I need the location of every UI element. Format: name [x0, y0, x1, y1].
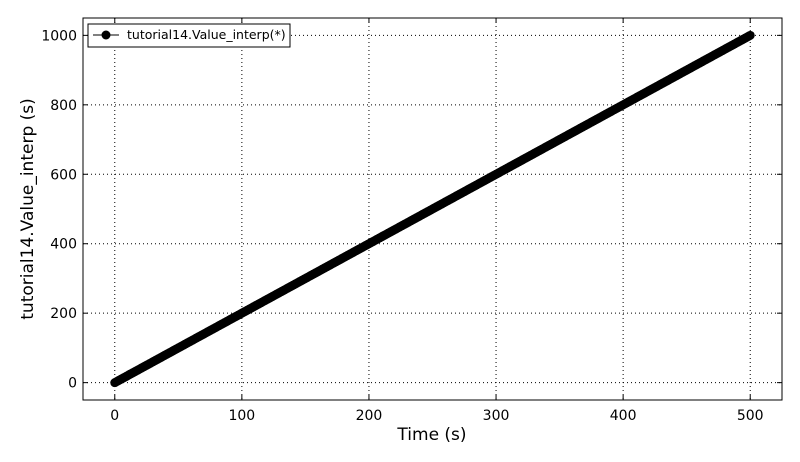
- x-tick-label: 0: [110, 408, 119, 424]
- legend-label: tutorial14.Value_interp(*): [127, 27, 286, 42]
- y-tick-label: 800: [50, 98, 77, 114]
- axis-ticks: [83, 18, 782, 400]
- series-markers: [110, 30, 755, 388]
- legend-marker-circle-icon: [101, 30, 111, 40]
- y-tick-label: 200: [50, 306, 77, 322]
- legend-box: [87, 23, 291, 48]
- x-tick-label: 500: [737, 408, 764, 424]
- x-axis-title: Time (s): [396, 425, 466, 445]
- series-layer: [110, 30, 755, 388]
- plot-frame: [82, 17, 783, 401]
- x-tick-labels: 0 100 200 300 400 500: [110, 408, 763, 424]
- x-tick-label: 300: [483, 408, 510, 424]
- y-tick-labels: 0 200 400 600 800 1000: [41, 28, 77, 391]
- y-tick-label: 0: [68, 376, 77, 392]
- x-tick-label: 400: [610, 408, 637, 424]
- y-tick-label: 1000: [41, 28, 77, 44]
- y-tick-label: 600: [50, 167, 77, 183]
- data-point: [745, 30, 755, 40]
- x-tick-label: 100: [228, 408, 255, 424]
- y-tick-label: 400: [50, 237, 77, 253]
- y-axis-title: tutorial14.Value_interp (s): [18, 98, 38, 320]
- x-tick-label: 200: [356, 408, 383, 424]
- legend: tutorial14.Value_interp(*): [87, 23, 291, 48]
